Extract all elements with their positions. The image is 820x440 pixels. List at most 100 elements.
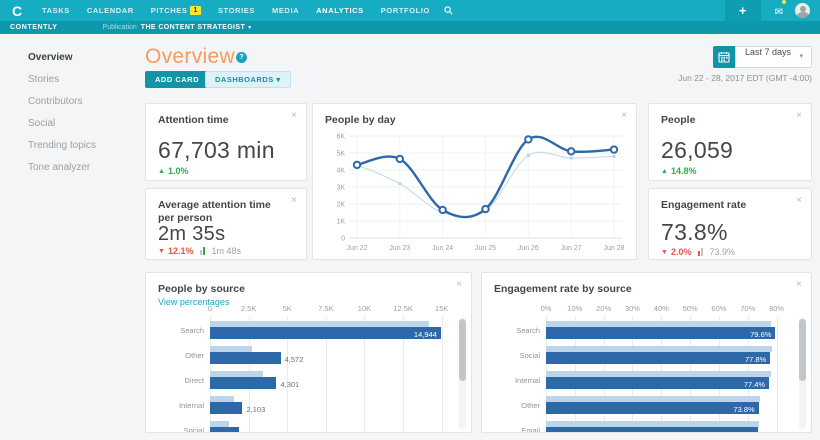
axis-tick-label: 5K <box>282 304 292 313</box>
bar-current-period[interactable] <box>210 402 243 414</box>
sidebar-item-overview[interactable]: Overview <box>28 52 73 63</box>
card-title: People <box>661 114 696 126</box>
axis-tick-label: 50% <box>682 304 698 313</box>
card-engagement-rate: Engagement rate × 73.8% ▼ 2.0% 73.9% <box>648 188 812 260</box>
svg-text:Jun 24: Jun 24 <box>432 245 453 252</box>
sidebar-item-stories[interactable]: Stories <box>28 74 60 85</box>
bar-current-period[interactable] <box>546 352 771 364</box>
axis-tick-label: 0% <box>540 304 552 313</box>
bar-previous-period[interactable] <box>546 346 772 352</box>
bar-current-period[interactable] <box>210 427 239 432</box>
nav-item-analytics[interactable]: ANALYTICS <box>316 6 364 15</box>
publication-selector[interactable]: THE CONTENT STRATEGIST <box>140 24 246 31</box>
help-icon[interactable]: ? <box>236 52 247 63</box>
gridline <box>325 316 327 432</box>
gridline <box>776 316 778 432</box>
bar-current-period[interactable] <box>546 377 770 389</box>
bar-value-label: 73.5% <box>733 430 754 432</box>
nav-item-stories[interactable]: STORIES <box>218 6 255 15</box>
nav-item-media[interactable]: MEDIA <box>272 6 299 15</box>
card-people-by-source: People by source × View percentages 0 2.5… <box>145 272 472 433</box>
nav-item-pitches[interactable]: PITCHES 1 <box>151 6 201 15</box>
bar-current-period[interactable] <box>210 327 441 339</box>
close-icon[interactable]: × <box>796 279 802 290</box>
nav-item-tasks[interactable]: TASKS <box>42 6 70 15</box>
brand-link[interactable]: CONTENTLY <box>10 24 58 31</box>
trend-down-icon: ▼ <box>661 248 668 256</box>
sidebar-item-social[interactable]: Social <box>28 118 56 129</box>
svg-text:0: 0 <box>341 236 345 243</box>
sidebar-item-tone-analyzer[interactable]: Tone analyzer <box>28 162 91 173</box>
calendar-icon-button[interactable] <box>713 46 735 68</box>
metric-value: 2m 35s <box>158 223 226 245</box>
bar-previous-period[interactable] <box>210 321 430 327</box>
bar-current-period[interactable] <box>546 427 758 432</box>
close-icon[interactable]: × <box>796 110 802 121</box>
card-title: People by day <box>325 114 396 126</box>
sidebar-item-contributors[interactable]: Contributors <box>28 96 83 107</box>
add-button[interactable]: + <box>724 0 761 21</box>
bar-value-label: 79.6% <box>750 330 772 339</box>
trend-up-icon: ▲ <box>661 167 668 175</box>
bar-previous-period[interactable] <box>210 396 234 402</box>
sidebar-item-trending-topics[interactable]: Trending topics <box>28 140 96 151</box>
user-avatar[interactable] <box>795 3 810 18</box>
date-range-dropdown[interactable]: Last 7 days ▾ <box>735 46 812 68</box>
notifications-icon[interactable]: ✉ <box>775 0 786 20</box>
dashboards-button[interactable]: DASHBOARDS ▾ <box>205 71 291 88</box>
bar-current-period[interactable] <box>546 402 759 414</box>
add-card-button[interactable]: ADD CARD <box>145 71 209 88</box>
avatar-head <box>799 5 806 12</box>
bar-current-period[interactable] <box>210 377 277 389</box>
bar-current-period[interactable] <box>546 327 776 339</box>
svg-text:Jun 26: Jun 26 <box>518 245 539 252</box>
axis-tick-label: 20% <box>596 304 612 313</box>
close-icon[interactable]: × <box>796 195 802 206</box>
scrollbar-track[interactable] <box>799 317 806 429</box>
metric-delta: ▼ 2.0% 73.9% <box>661 247 735 257</box>
bar-category-label: Direct <box>184 376 204 385</box>
close-icon[interactable]: × <box>456 279 462 290</box>
bar-previous-period[interactable] <box>546 396 761 402</box>
bar-value-label: 77.8% <box>744 355 767 364</box>
bar-previous-period[interactable] <box>546 321 771 327</box>
contently-logo[interactable]: C <box>11 2 23 19</box>
bar-value-label: 4,301 <box>280 380 300 389</box>
card-people: People × 26,059 ▲ 14.8% <box>648 103 812 181</box>
top-nav-right: + ✉ <box>724 0 820 21</box>
metric-value: 73.8% <box>661 219 728 245</box>
scrollbar-track[interactable] <box>459 317 466 429</box>
bar-category-label: Email <box>521 426 540 433</box>
axis-tick-label: 10K <box>357 304 372 313</box>
metric-value: 67,703 min <box>158 137 275 163</box>
publication-bar: CONTENTLY Publication THE CONTENT STRATE… <box>0 21 820 34</box>
close-icon[interactable]: × <box>291 195 297 206</box>
bar-previous-period[interactable] <box>210 346 252 352</box>
scrollbar-thumb[interactable] <box>459 319 466 381</box>
nav-item-portfolio[interactable]: PORTFOLIO <box>381 6 430 15</box>
bar-previous-period[interactable] <box>546 421 759 427</box>
close-icon[interactable]: × <box>621 110 627 121</box>
chevron-down-icon: ▾ <box>799 53 803 60</box>
bar-category-label: Social <box>519 351 540 360</box>
axis-tick-label: 2.5K <box>240 304 257 313</box>
bar-category-label: Other <box>521 401 540 410</box>
svg-text:Jun 25: Jun 25 <box>475 245 496 252</box>
bar-current-period[interactable] <box>210 352 281 364</box>
bar-value-label: 2,103 <box>246 405 266 414</box>
bar-previous-period[interactable] <box>210 421 230 427</box>
scrollbar-thumb[interactable] <box>799 319 806 381</box>
bar-previous-period[interactable] <box>210 371 263 377</box>
close-icon[interactable]: × <box>291 110 297 121</box>
axis-tick-label: 15K <box>435 304 449 313</box>
bar-value-label: 1,860 <box>243 430 262 432</box>
people-by-source-bar-chart: 0 2.5K 5K 7.5K 10K 12.5K 15K Search 14,944 Other 4… <box>146 273 471 432</box>
nav-item-calendar[interactable]: CALENDAR <box>87 6 134 15</box>
bar-previous-period[interactable] <box>546 371 771 377</box>
bar-value-label: 73.8% <box>733 405 755 414</box>
svg-text:4K: 4K <box>336 168 345 175</box>
search-icon[interactable] <box>444 6 453 15</box>
metric-delta: ▼ 12.1% 1m 48s <box>158 246 241 256</box>
card-people-by-day: People by day × 0 1K 2K 3K 4K 5K 6K Jun 22 Jun 2… <box>312 103 637 260</box>
view-percentages-link[interactable]: View percentages <box>158 297 230 307</box>
